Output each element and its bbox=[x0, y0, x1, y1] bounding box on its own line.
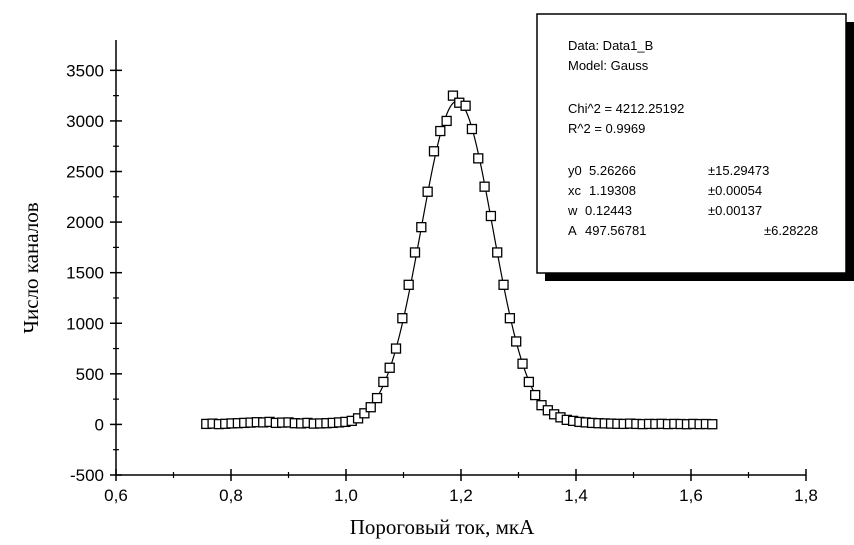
data-point bbox=[517, 358, 528, 369]
fit-param-y0-error: ±15.29473 bbox=[708, 163, 769, 178]
data-point bbox=[504, 313, 516, 324]
fit-r-line: R^2 = 0.9969 bbox=[568, 121, 645, 136]
x-tick-label: 1,0 bbox=[334, 486, 358, 505]
data-point bbox=[511, 336, 522, 347]
fit-param-xc-error: ±0.00054 bbox=[708, 183, 762, 198]
fit-param-w-error: ±0.00137 bbox=[708, 203, 762, 218]
x-tick-label: 1,4 bbox=[564, 486, 588, 505]
data-points bbox=[201, 90, 718, 430]
fit-param-w-value: 0.12443 bbox=[585, 203, 632, 218]
fit-param-xc-value: 1.19308 bbox=[589, 183, 636, 198]
y-tick-label: 0 bbox=[95, 415, 104, 434]
fit-param-w-name: w bbox=[567, 203, 578, 218]
data-point bbox=[409, 247, 421, 258]
data-point bbox=[435, 125, 446, 137]
data-point bbox=[466, 123, 478, 135]
fit-param-y0-name: y0 bbox=[568, 163, 582, 178]
data-point bbox=[390, 343, 402, 354]
fit-data-line: Data: Data1_B bbox=[568, 38, 653, 53]
data-point bbox=[384, 362, 395, 373]
data-point bbox=[473, 153, 484, 164]
y-tick-label: 3000 bbox=[66, 112, 104, 131]
fit-box-frame bbox=[536, 13, 847, 274]
fit-chi-line: Chi^2 = 4212.25192 bbox=[568, 101, 684, 116]
data-point bbox=[492, 247, 503, 258]
data-point bbox=[416, 222, 427, 233]
data-point bbox=[479, 181, 490, 192]
y-tick-label: 2000 bbox=[66, 213, 104, 232]
data-point bbox=[523, 376, 534, 388]
fit-param-xc-name: xc bbox=[568, 183, 582, 198]
x-tick-label: 1,6 bbox=[679, 486, 703, 505]
fit-param-y0-value: 5.26266 bbox=[589, 163, 636, 178]
data-point bbox=[403, 279, 414, 290]
data-point bbox=[530, 389, 541, 401]
x-tick-label: 1,8 bbox=[794, 486, 818, 505]
x-tick-label: 0,6 bbox=[104, 486, 128, 505]
data-point bbox=[447, 90, 459, 101]
y-axis-title: Число каналов bbox=[19, 202, 43, 333]
fit-param-a-value: 497.56781 bbox=[585, 223, 646, 238]
fit-results-box: Data: Data1_B Model: Gauss Chi^2 = 4212.… bbox=[536, 13, 854, 281]
y-tick-label: 1500 bbox=[66, 264, 104, 283]
y-tick-label: 3500 bbox=[66, 61, 104, 80]
data-point bbox=[460, 100, 471, 111]
data-point bbox=[441, 115, 452, 127]
y-tick-label: 500 bbox=[76, 365, 104, 384]
fit-param-a-error: ±6.28228 bbox=[764, 223, 818, 238]
data-point bbox=[422, 186, 433, 197]
data-point bbox=[365, 402, 376, 413]
data-point bbox=[359, 408, 370, 419]
x-axis-title: Пороговый ток, мкА bbox=[350, 515, 535, 539]
fit-param-a-name: A bbox=[568, 223, 577, 238]
fit-model-line: Model: Gauss bbox=[568, 58, 649, 73]
x-tick-label: 1,2 bbox=[449, 486, 473, 505]
data-point bbox=[498, 279, 509, 290]
data-point bbox=[397, 313, 408, 324]
data-point bbox=[378, 376, 389, 388]
data-point bbox=[485, 210, 497, 222]
y-tick-label: -500 bbox=[70, 466, 104, 485]
y-tick-label: 1000 bbox=[66, 314, 104, 333]
x-axis-ticks: 0,6 0,8 1,0 1,2 1,4 1,6 1,8 bbox=[104, 469, 818, 505]
data-point bbox=[428, 146, 440, 157]
x-tick-label: 0,8 bbox=[219, 486, 243, 505]
data-point bbox=[707, 419, 718, 430]
y-tick-label: 2500 bbox=[66, 163, 104, 182]
y-axis-ticks: -500 0 500 1000 1500 2000 2500 3000 3500 bbox=[66, 61, 122, 485]
data-point bbox=[371, 392, 383, 404]
